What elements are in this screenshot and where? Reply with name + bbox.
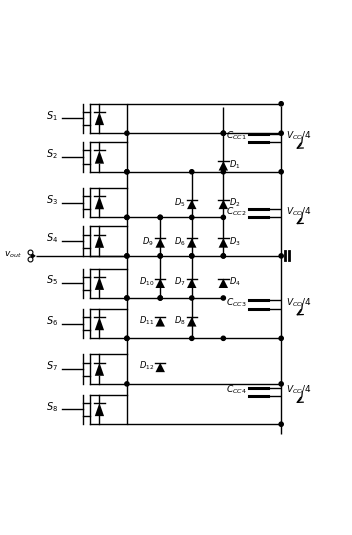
Polygon shape [156, 279, 165, 288]
Text: $\mathit{C_{CC4}}$: $\mathit{C_{CC4}}$ [226, 384, 247, 396]
Polygon shape [95, 112, 104, 125]
Text: $\mathit{S_7}$: $\mathit{S_7}$ [46, 360, 58, 373]
Text: $\mathit{D_2}$: $\mathit{D_2}$ [230, 197, 241, 209]
Text: $\mathit{D_{11}}$: $\mathit{D_{11}}$ [139, 314, 154, 327]
Polygon shape [95, 150, 104, 164]
Text: $\mathit{V_{CC}/4}$: $\mathit{V_{CC}/4}$ [287, 130, 312, 142]
Text: $\mathit{D_7}$: $\mathit{D_7}$ [174, 276, 186, 288]
Circle shape [279, 254, 283, 258]
Circle shape [125, 131, 129, 135]
Circle shape [125, 336, 129, 340]
Circle shape [125, 170, 129, 174]
Text: $\mathit{D_{10}}$: $\mathit{D_{10}}$ [139, 276, 154, 288]
Text: $\mathit{V_{CC}/4}$: $\mathit{V_{CC}/4}$ [287, 384, 312, 396]
Text: $\mathit{D_3}$: $\mathit{D_3}$ [230, 235, 241, 248]
Circle shape [221, 170, 225, 174]
Text: $\mathit{C_{CC1}}$: $\mathit{C_{CC1}}$ [226, 130, 247, 142]
Text: $\mathit{V_{CC}/4}$: $\mathit{V_{CC}/4}$ [287, 205, 312, 218]
Text: $\mathit{D_1}$: $\mathit{D_1}$ [230, 158, 241, 171]
Polygon shape [219, 279, 228, 288]
Text: $\mathit{C_{CC3}}$: $\mathit{C_{CC3}}$ [226, 296, 247, 309]
Circle shape [158, 296, 162, 300]
Polygon shape [95, 277, 104, 290]
Circle shape [190, 254, 194, 258]
Circle shape [279, 336, 283, 340]
Circle shape [221, 131, 225, 135]
Polygon shape [187, 317, 196, 326]
Circle shape [279, 131, 283, 135]
Polygon shape [156, 317, 165, 326]
Circle shape [158, 254, 162, 258]
Text: $\mathit{S_2}$: $\mathit{S_2}$ [46, 147, 58, 161]
Text: $\mathit{S_1}$: $\mathit{S_1}$ [46, 109, 58, 123]
Polygon shape [95, 317, 104, 330]
Polygon shape [95, 403, 104, 416]
Circle shape [158, 254, 162, 258]
Polygon shape [156, 363, 165, 372]
Polygon shape [187, 279, 196, 288]
Text: $\mathit{D_4}$: $\mathit{D_4}$ [230, 276, 241, 288]
Circle shape [221, 296, 225, 300]
Circle shape [125, 215, 129, 219]
Polygon shape [219, 161, 228, 171]
Circle shape [190, 336, 194, 340]
Polygon shape [95, 363, 104, 376]
Circle shape [221, 336, 225, 340]
Text: $\mathit{D_6}$: $\mathit{D_6}$ [174, 235, 186, 248]
Text: $\mathit{V_{CC}/4}$: $\mathit{V_{CC}/4}$ [287, 296, 312, 309]
Text: $v_{out}$: $v_{out}$ [4, 249, 22, 260]
Text: $\mathit{D_5}$: $\mathit{D_5}$ [174, 197, 186, 209]
Circle shape [221, 254, 225, 258]
Circle shape [279, 102, 283, 106]
Circle shape [158, 215, 162, 219]
Circle shape [190, 254, 194, 258]
Circle shape [279, 170, 283, 174]
Circle shape [125, 296, 129, 300]
Text: $\mathit{C_{CC2}}$: $\mathit{C_{CC2}}$ [226, 205, 247, 218]
Polygon shape [95, 196, 104, 209]
Polygon shape [219, 238, 228, 248]
Polygon shape [31, 252, 36, 260]
Circle shape [158, 215, 162, 219]
Circle shape [125, 215, 129, 219]
Circle shape [125, 254, 129, 258]
Circle shape [279, 422, 283, 426]
Circle shape [158, 296, 162, 300]
Text: $\mathit{S_6}$: $\mathit{S_6}$ [46, 314, 58, 328]
Text: $\mathit{S_5}$: $\mathit{S_5}$ [46, 273, 58, 287]
Circle shape [125, 254, 129, 258]
Circle shape [221, 254, 225, 258]
Text: $\mathit{S_8}$: $\mathit{S_8}$ [46, 400, 58, 414]
Circle shape [125, 296, 129, 300]
Polygon shape [156, 238, 165, 248]
Text: $\mathit{D_8}$: $\mathit{D_8}$ [174, 314, 186, 327]
Text: $\mathit{D_9}$: $\mathit{D_9}$ [142, 235, 154, 248]
Circle shape [221, 131, 225, 135]
Circle shape [190, 215, 194, 219]
Polygon shape [187, 200, 196, 209]
Circle shape [221, 215, 225, 219]
Circle shape [279, 382, 283, 386]
Circle shape [190, 296, 194, 300]
Polygon shape [187, 238, 196, 248]
Text: $\mathit{S_3}$: $\mathit{S_3}$ [46, 193, 58, 207]
Text: $\mathit{D_{12}}$: $\mathit{D_{12}}$ [139, 360, 154, 372]
Polygon shape [95, 234, 104, 248]
Circle shape [190, 170, 194, 174]
Polygon shape [219, 200, 228, 209]
Text: $\mathit{S_4}$: $\mathit{S_4}$ [46, 232, 58, 246]
Circle shape [125, 170, 129, 174]
Circle shape [125, 382, 129, 386]
Circle shape [125, 336, 129, 340]
